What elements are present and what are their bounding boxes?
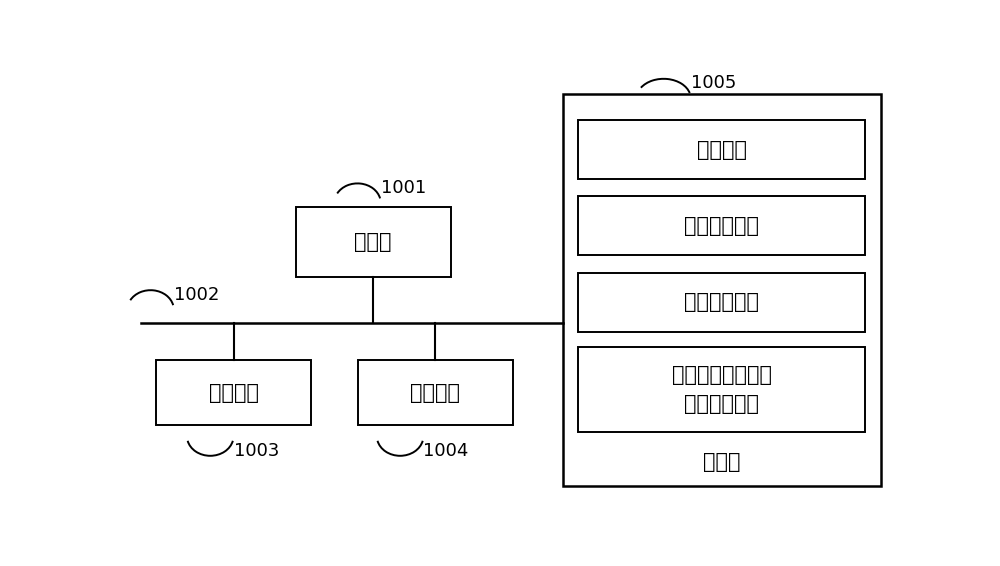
Bar bbox=[563, 94, 881, 486]
Text: 1003: 1003 bbox=[234, 443, 279, 461]
Text: 处理器: 处理器 bbox=[354, 232, 392, 252]
Bar bbox=[578, 273, 865, 332]
Text: 1005: 1005 bbox=[691, 74, 736, 92]
Text: 1001: 1001 bbox=[381, 179, 426, 197]
Bar bbox=[578, 196, 865, 255]
Bar bbox=[578, 347, 865, 432]
Text: 1004: 1004 bbox=[423, 443, 469, 461]
Bar bbox=[296, 207, 450, 277]
Bar bbox=[578, 120, 865, 179]
Text: 网络通信模块: 网络通信模块 bbox=[684, 216, 759, 236]
Text: 炭化室结焦过程中
压力控制程序: 炭化室结焦过程中 压力控制程序 bbox=[672, 365, 772, 414]
Text: 网络接口: 网络接口 bbox=[410, 383, 460, 402]
Text: 操作系统: 操作系统 bbox=[697, 140, 747, 160]
Text: 存储器: 存储器 bbox=[703, 452, 740, 473]
Text: 1002: 1002 bbox=[174, 285, 219, 303]
Text: 用户接口: 用户接口 bbox=[208, 383, 258, 402]
Bar bbox=[156, 360, 311, 425]
Text: 用户接口模块: 用户接口模块 bbox=[684, 292, 759, 312]
Bar bbox=[358, 360, 512, 425]
